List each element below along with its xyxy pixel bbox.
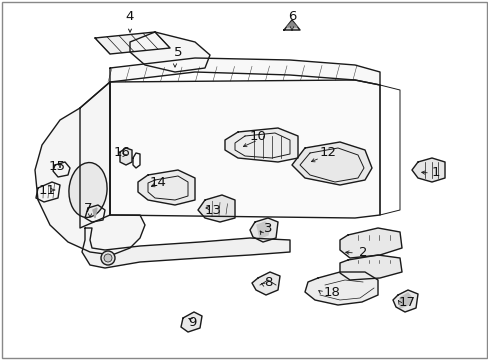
- Ellipse shape: [104, 254, 112, 262]
- Polygon shape: [93, 208, 97, 218]
- Polygon shape: [130, 32, 209, 72]
- Text: 13: 13: [204, 204, 221, 217]
- Text: 8: 8: [263, 276, 272, 289]
- Polygon shape: [110, 58, 379, 85]
- Text: 15: 15: [48, 161, 65, 174]
- Polygon shape: [110, 80, 379, 218]
- Polygon shape: [339, 228, 401, 258]
- Text: 17: 17: [398, 297, 415, 310]
- Polygon shape: [291, 142, 371, 185]
- Polygon shape: [224, 128, 297, 162]
- Polygon shape: [85, 205, 105, 222]
- Ellipse shape: [101, 251, 115, 265]
- Polygon shape: [392, 290, 417, 312]
- Polygon shape: [284, 20, 299, 30]
- Text: 3: 3: [263, 221, 272, 234]
- Text: 4: 4: [125, 10, 134, 23]
- Text: 6: 6: [287, 10, 296, 23]
- Polygon shape: [411, 158, 444, 182]
- Polygon shape: [286, 22, 296, 27]
- Ellipse shape: [69, 163, 107, 217]
- PathPatch shape: [35, 82, 145, 255]
- Text: 1: 1: [431, 166, 439, 180]
- Polygon shape: [82, 228, 289, 268]
- Text: 10: 10: [249, 130, 266, 143]
- Text: 9: 9: [187, 316, 196, 329]
- Polygon shape: [36, 182, 60, 202]
- Text: 7: 7: [83, 202, 92, 215]
- Polygon shape: [305, 272, 377, 305]
- Text: 12: 12: [319, 147, 336, 159]
- Text: 14: 14: [149, 176, 166, 189]
- Polygon shape: [251, 272, 280, 295]
- Polygon shape: [339, 255, 401, 280]
- Polygon shape: [257, 222, 269, 238]
- Polygon shape: [181, 312, 202, 332]
- Polygon shape: [120, 148, 132, 165]
- Polygon shape: [95, 32, 170, 54]
- Text: 5: 5: [173, 46, 182, 59]
- Text: 2: 2: [358, 247, 366, 260]
- Polygon shape: [53, 162, 70, 177]
- Polygon shape: [249, 218, 278, 242]
- Text: 16: 16: [113, 147, 130, 159]
- Polygon shape: [80, 82, 110, 228]
- Polygon shape: [399, 293, 411, 308]
- Text: 11: 11: [39, 184, 55, 197]
- Text: 18: 18: [323, 287, 340, 300]
- Polygon shape: [198, 195, 235, 222]
- Polygon shape: [138, 170, 195, 205]
